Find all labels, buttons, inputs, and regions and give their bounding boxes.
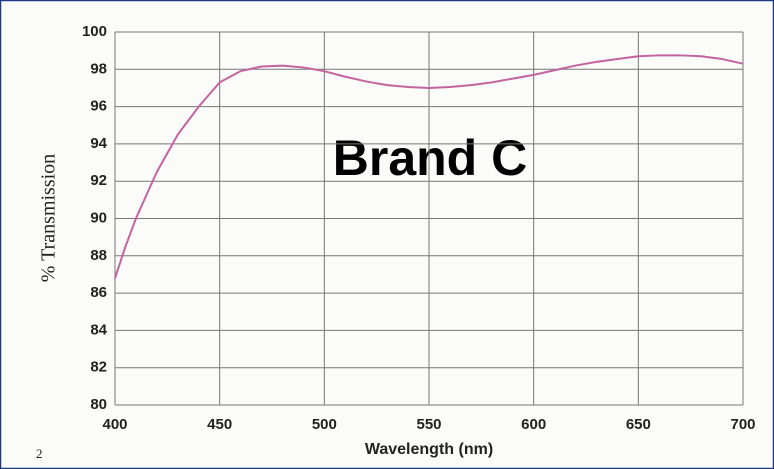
x-tick-label: 400 (102, 416, 127, 433)
x-tick-label: 700 (730, 416, 755, 433)
y-tick-label: 96 (90, 98, 107, 115)
x-tick-label: 550 (416, 416, 441, 433)
y-axis-label: % Transmission (38, 154, 60, 282)
y-tick-label: 88 (90, 247, 107, 264)
page-number: 2 (36, 446, 43, 461)
y-tick-label: 94 (90, 135, 107, 152)
y-tick-label: 80 (90, 396, 107, 413)
y-tick-label: 90 (90, 209, 107, 226)
y-tick-label: 100 (82, 23, 107, 40)
x-tick-label: 600 (521, 416, 546, 433)
y-tick-label: 92 (90, 172, 107, 189)
x-axis-label: Wavelength (nm) (365, 441, 493, 458)
x-tick-label: 650 (626, 416, 651, 433)
y-tick-label: 98 (90, 60, 107, 77)
y-tick-label: 84 (90, 321, 107, 338)
y-tick-label: 82 (90, 359, 107, 376)
data-line (114, 54, 744, 279)
annotation: Brand C (333, 130, 527, 186)
x-tick-label: 450 (207, 416, 232, 433)
y-tick-label: 86 (90, 284, 107, 301)
x-tick-label: 500 (312, 416, 337, 433)
